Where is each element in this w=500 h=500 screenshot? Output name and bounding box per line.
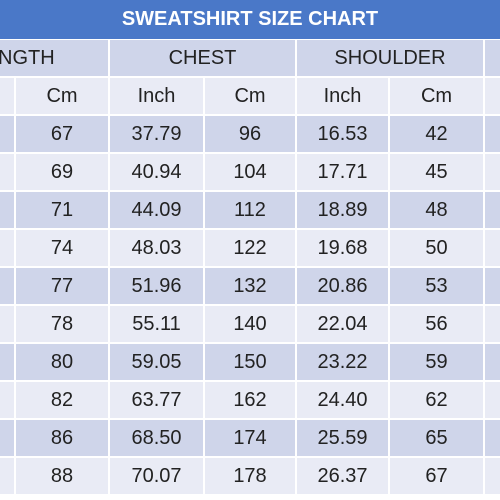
table-cell: 80	[16, 344, 110, 382]
table-cell: 45	[390, 154, 485, 192]
table-cell: 51.96	[110, 268, 205, 306]
table-cell: 48	[390, 192, 485, 230]
table-cell: 62	[390, 382, 485, 420]
table-cell: 104	[205, 154, 297, 192]
row-edge	[0, 420, 16, 458]
subheader: Cm	[16, 78, 110, 116]
table-cell: 86	[16, 420, 110, 458]
table-cell: 82	[16, 382, 110, 420]
table-cell: 112	[205, 192, 297, 230]
row-edge	[485, 306, 500, 344]
group-header	[485, 40, 500, 78]
subheader: Cm	[205, 78, 297, 116]
table-cell: 50	[390, 230, 485, 268]
table-cell: 65	[390, 420, 485, 458]
table-cell: 71	[16, 192, 110, 230]
table-cell: 88	[16, 458, 110, 496]
table-cell: 150	[205, 344, 297, 382]
table-cell: 74	[16, 230, 110, 268]
table-cell: 44.09	[110, 192, 205, 230]
row-edge	[485, 230, 500, 268]
table-cell: 67	[16, 116, 110, 154]
table-cell: 40.94	[110, 154, 205, 192]
row-edge	[0, 268, 16, 306]
chart-title: SWEATSHIRT SIZE CHART	[0, 0, 500, 39]
table-cell: 78	[16, 306, 110, 344]
subheader	[485, 78, 500, 116]
row-edge	[485, 458, 500, 496]
table-cell: 37.79	[110, 116, 205, 154]
table-cell: 140	[205, 306, 297, 344]
table-cell: 48.03	[110, 230, 205, 268]
table-cell: 42	[390, 116, 485, 154]
table-cell: 63.77	[110, 382, 205, 420]
group-header: CHEST	[110, 40, 297, 78]
table-cell: 68.50	[110, 420, 205, 458]
table-cell: 96	[205, 116, 297, 154]
row-edge	[0, 116, 16, 154]
table-cell: 59.05	[110, 344, 205, 382]
row-edge	[0, 192, 16, 230]
row-edge	[485, 192, 500, 230]
table-cell: 23.22	[297, 344, 390, 382]
table-cell: 70.07	[110, 458, 205, 496]
row-edge	[485, 420, 500, 458]
table-cell: 162	[205, 382, 297, 420]
table-cell: 22.04	[297, 306, 390, 344]
table-cell: 122	[205, 230, 297, 268]
row-edge	[0, 344, 16, 382]
row-edge	[485, 268, 500, 306]
subheader: Inch	[297, 78, 390, 116]
table-cell: 18.89	[297, 192, 390, 230]
row-edge	[485, 154, 500, 192]
table-cell: 77	[16, 268, 110, 306]
row-edge	[0, 154, 16, 192]
table-cell: 19.68	[297, 230, 390, 268]
row-edge	[0, 382, 16, 420]
table-cell: 174	[205, 420, 297, 458]
row-edge	[0, 458, 16, 496]
group-header: SHOULDER	[297, 40, 485, 78]
subheader: Inch	[110, 78, 205, 116]
table-cell: 132	[205, 268, 297, 306]
table-cell: 59	[390, 344, 485, 382]
table-cell: 53	[390, 268, 485, 306]
group-header: NGTH	[0, 40, 110, 78]
table-cell: 20.86	[297, 268, 390, 306]
table-cell: 25.59	[297, 420, 390, 458]
subheader: Cm	[390, 78, 485, 116]
row-edge	[485, 116, 500, 154]
table-cell: 17.71	[297, 154, 390, 192]
row-edge	[0, 230, 16, 268]
row-edge	[0, 306, 16, 344]
table-cell: 67	[390, 458, 485, 496]
table-cell: 178	[205, 458, 297, 496]
row-edge	[485, 344, 500, 382]
subheader	[0, 78, 16, 116]
row-edge	[485, 382, 500, 420]
table-cell: 26.37	[297, 458, 390, 496]
table-cell: 55.11	[110, 306, 205, 344]
table-cell: 56	[390, 306, 485, 344]
table-cell: 16.53	[297, 116, 390, 154]
table-cell: 24.40	[297, 382, 390, 420]
table-cell: 69	[16, 154, 110, 192]
